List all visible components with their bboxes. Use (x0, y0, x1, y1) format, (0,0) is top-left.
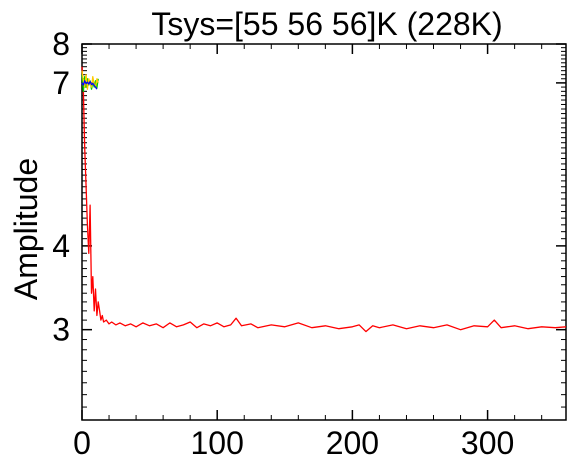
x-tick-label: 300 (461, 425, 514, 458)
y-tick-label: 8 (52, 26, 70, 62)
y-tick-label: 7 (52, 65, 70, 101)
y-tick-label: 3 (52, 312, 70, 348)
y-axis-label: Amplitude (8, 158, 44, 300)
series-line-0 (81, 66, 567, 333)
data-series (81, 66, 567, 333)
axis-ticks: 0 100 200 300 3 4 78 (52, 26, 566, 458)
x-tick-label: 0 (73, 425, 91, 458)
plot-frame (81, 43, 567, 421)
chart-title: Tsys=[55 56 56]K (228K) (151, 6, 502, 42)
series-line-3 (81, 80, 98, 90)
x-tick-label: 100 (191, 425, 244, 458)
x-tick-label: 200 (326, 425, 379, 458)
y-tick-label: 4 (52, 228, 70, 264)
